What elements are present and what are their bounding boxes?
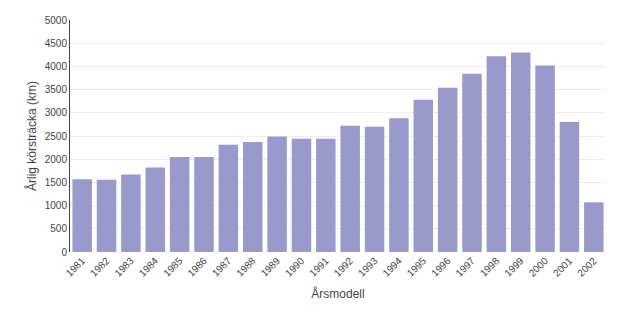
svg-text:1985: 1985 <box>161 255 185 279</box>
svg-text:1500: 1500 <box>45 177 68 188</box>
svg-text:1991: 1991 <box>307 255 331 279</box>
svg-text:1984: 1984 <box>137 255 161 279</box>
svg-text:0: 0 <box>61 247 67 258</box>
svg-text:1999: 1999 <box>502 255 526 279</box>
svg-text:1994: 1994 <box>380 255 404 279</box>
svg-text:1992: 1992 <box>332 255 356 279</box>
svg-text:2000: 2000 <box>527 255 551 279</box>
svg-text:3000: 3000 <box>45 107 68 118</box>
svg-text:2000: 2000 <box>45 154 68 165</box>
svg-text:1000: 1000 <box>45 200 68 211</box>
svg-text:1982: 1982 <box>88 255 112 279</box>
svg-text:Årlig körsträcka (km): Årlig körsträcka (km) <box>24 81 39 191</box>
svg-text:1996: 1996 <box>429 255 453 279</box>
svg-text:2001: 2001 <box>551 255 575 279</box>
svg-text:1998: 1998 <box>478 255 502 279</box>
svg-text:1981: 1981 <box>64 255 88 279</box>
svg-text:1990: 1990 <box>283 255 307 279</box>
svg-text:Årsmodell: Årsmodell <box>311 286 364 301</box>
svg-text:2002: 2002 <box>575 255 599 279</box>
svg-text:1995: 1995 <box>405 255 429 279</box>
svg-text:500: 500 <box>50 223 67 234</box>
svg-text:4500: 4500 <box>45 38 68 49</box>
svg-text:3500: 3500 <box>45 84 68 95</box>
svg-text:1997: 1997 <box>453 255 477 279</box>
svg-text:1989: 1989 <box>259 255 283 279</box>
svg-text:1986: 1986 <box>185 255 209 279</box>
svg-text:1987: 1987 <box>210 255 234 279</box>
svg-text:1988: 1988 <box>234 255 258 279</box>
svg-text:4000: 4000 <box>45 61 68 72</box>
svg-text:1993: 1993 <box>356 255 380 279</box>
svg-text:1983: 1983 <box>112 255 136 279</box>
svg-text:2500: 2500 <box>45 131 68 142</box>
svg-text:5000: 5000 <box>45 15 68 26</box>
